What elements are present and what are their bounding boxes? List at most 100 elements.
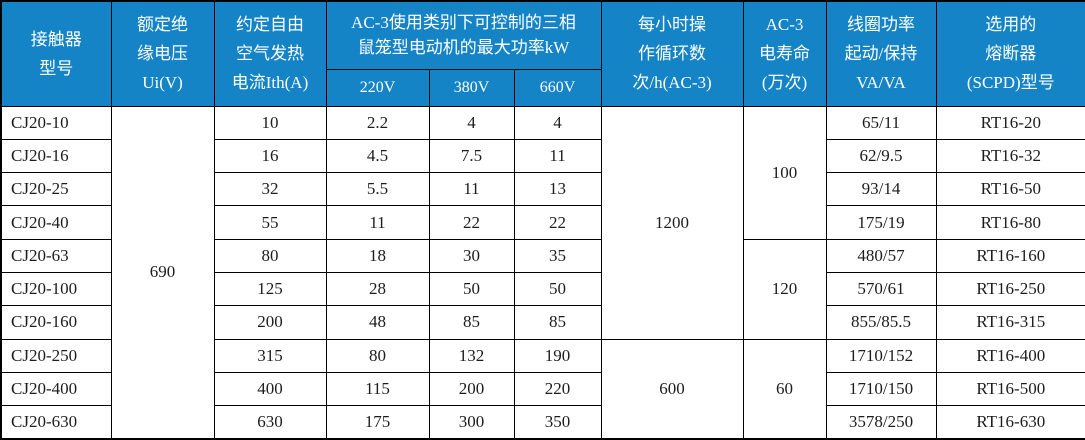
- cell-p660: 190: [513, 338, 602, 373]
- cell-fuse: RT16-80: [935, 205, 1085, 240]
- cell-fuse: RT16-630: [935, 405, 1085, 440]
- cell-model: CJ20-100: [0, 271, 112, 307]
- cell-coil: 480/57: [825, 238, 937, 273]
- cell-ith: 10: [213, 105, 327, 140]
- cell-p660: 350: [513, 405, 602, 440]
- cell-p380: 30: [428, 238, 515, 273]
- table-row: CJ20-160 200 48 85 85 855/85.5 RT16-315: [0, 305, 1085, 340]
- cell-fuse: RT16-20: [935, 105, 1085, 140]
- table-row: CJ20-40 55 11 22 22 175/19 RT16-80: [0, 205, 1085, 240]
- header-coil-power: 线圈功率 起动/保持 VA/VA: [825, 0, 937, 107]
- cell-model: CJ20-630: [0, 405, 112, 440]
- header-power-group: AC-3使用类别下可控制的三相 鼠笼型电动机的最大功率kW: [325, 0, 602, 70]
- header-fuse: 选用的 熔断器 (SCPD)型号: [935, 0, 1085, 107]
- cell-coil: 93/14: [825, 172, 937, 207]
- cell-ith: 16: [213, 138, 327, 174]
- cell-coil: 1710/152: [825, 338, 937, 373]
- cell-p660: 50: [513, 271, 602, 307]
- cell-life-group1: 100: [742, 105, 827, 240]
- table-row: CJ20-100 125 28 50 50 570/61 RT16-250: [0, 271, 1085, 307]
- cell-p660: 85: [513, 305, 602, 340]
- cell-ith: 80: [213, 238, 327, 273]
- cell-cycles-group1: 1200: [600, 105, 744, 340]
- cell-p220: 18: [325, 238, 430, 273]
- cell-p380: 7.5: [428, 138, 515, 174]
- cell-p380: 200: [428, 371, 515, 407]
- cell-p220: 2.2: [325, 105, 430, 140]
- cell-p220: 80: [325, 338, 430, 373]
- cell-p380: 85: [428, 305, 515, 340]
- cell-coil: 62/9.5: [825, 138, 937, 174]
- cell-coil: 3578/250: [825, 405, 937, 440]
- cell-fuse: RT16-160: [935, 238, 1085, 273]
- cell-ui-voltage: 690: [110, 105, 215, 440]
- header-220v: 220V: [325, 68, 430, 107]
- cell-ith: 315: [213, 338, 327, 373]
- table-row: CJ20-25 32 5.5 11 13 93/14 RT16-50: [0, 172, 1085, 207]
- cell-fuse: RT16-400: [935, 338, 1085, 373]
- cell-p660: 22: [513, 205, 602, 240]
- cell-ith: 125: [213, 271, 327, 307]
- cell-p380: 300: [428, 405, 515, 440]
- header-cycles: 每小时操 作循环数 次/h(AC-3): [600, 0, 744, 107]
- cell-coil: 1710/150: [825, 371, 937, 407]
- cell-p380: 22: [428, 205, 515, 240]
- header-insulation-voltage: 额定绝 缘电压 Ui(V): [110, 0, 215, 107]
- cell-model: CJ20-40: [0, 205, 112, 240]
- cell-p220: 5.5: [325, 172, 430, 207]
- cell-p220: 175: [325, 405, 430, 440]
- cell-p660: 13: [513, 172, 602, 207]
- cell-p660: 4: [513, 105, 602, 140]
- cell-p220: 4.5: [325, 138, 430, 174]
- cell-p220: 11: [325, 205, 430, 240]
- cell-p380: 50: [428, 271, 515, 307]
- cell-model: CJ20-16: [0, 138, 112, 174]
- cell-p660: 11: [513, 138, 602, 174]
- cell-life-group2: 120: [742, 238, 827, 340]
- cell-life-group3: 60: [742, 338, 827, 440]
- cell-model: CJ20-63: [0, 238, 112, 273]
- table-body: CJ20-10 690 10 2.2 4 4 1200 100 65/11 RT…: [0, 105, 1085, 440]
- cell-ith: 55: [213, 205, 327, 240]
- cell-fuse: RT16-250: [935, 271, 1085, 307]
- cell-p380: 4: [428, 105, 515, 140]
- cell-cycles-group2: 600: [600, 338, 744, 440]
- table-row: CJ20-400 400 115 200 220 1710/150 RT16-5…: [0, 371, 1085, 407]
- cell-model: CJ20-160: [0, 305, 112, 340]
- cell-p380: 11: [428, 172, 515, 207]
- header-row-top: 接触器 型号 额定绝 缘电压 Ui(V) 约定自由 空气发热 电流Ith(A) …: [0, 0, 1085, 107]
- cell-ith: 400: [213, 371, 327, 407]
- cell-coil: 65/11: [825, 105, 937, 140]
- table-row: CJ20-250 315 80 132 190 600 60 1710/152 …: [0, 338, 1085, 440]
- cell-coil: 855/85.5: [825, 305, 937, 340]
- cell-model: CJ20-10: [0, 105, 112, 140]
- cell-ith: 32: [213, 172, 327, 207]
- header-model: 接触器 型号: [0, 0, 112, 107]
- table-row: CJ20-630 630 175 300 350 3578/250 RT16-6…: [0, 405, 1085, 440]
- cell-coil: 175/19: [825, 205, 937, 240]
- cell-ith: 200: [213, 305, 327, 340]
- cell-fuse: RT16-500: [935, 371, 1085, 407]
- cell-coil: 570/61: [825, 271, 937, 307]
- cell-model: CJ20-400: [0, 371, 112, 407]
- header-thermal-current: 约定自由 空气发热 电流Ith(A): [213, 0, 327, 107]
- cell-p220: 48: [325, 305, 430, 340]
- header-row-sub: 220V 380V 660V: [1, 68, 1085, 107]
- header-life: AC-3 电寿命 (万次): [742, 0, 827, 107]
- cell-p220: 28: [325, 271, 430, 307]
- cell-model: CJ20-25: [0, 172, 112, 207]
- cell-p220: 115: [325, 371, 430, 407]
- header-380v: 380V: [428, 68, 515, 107]
- cell-p380: 132: [428, 338, 515, 373]
- table-row: CJ20-10 690 10 2.2 4 4 1200 100 65/11 RT…: [0, 105, 1085, 440]
- table-header: 接触器 型号 额定绝 缘电压 Ui(V) 约定自由 空气发热 电流Ith(A) …: [0, 0, 1085, 107]
- cell-ith: 630: [213, 405, 327, 440]
- cell-fuse: RT16-32: [935, 138, 1085, 174]
- cell-fuse: RT16-315: [935, 305, 1085, 340]
- cell-model: CJ20-250: [0, 338, 112, 373]
- cell-p660: 35: [513, 238, 602, 273]
- cell-fuse: RT16-50: [935, 172, 1085, 207]
- header-660v: 660V: [513, 68, 602, 107]
